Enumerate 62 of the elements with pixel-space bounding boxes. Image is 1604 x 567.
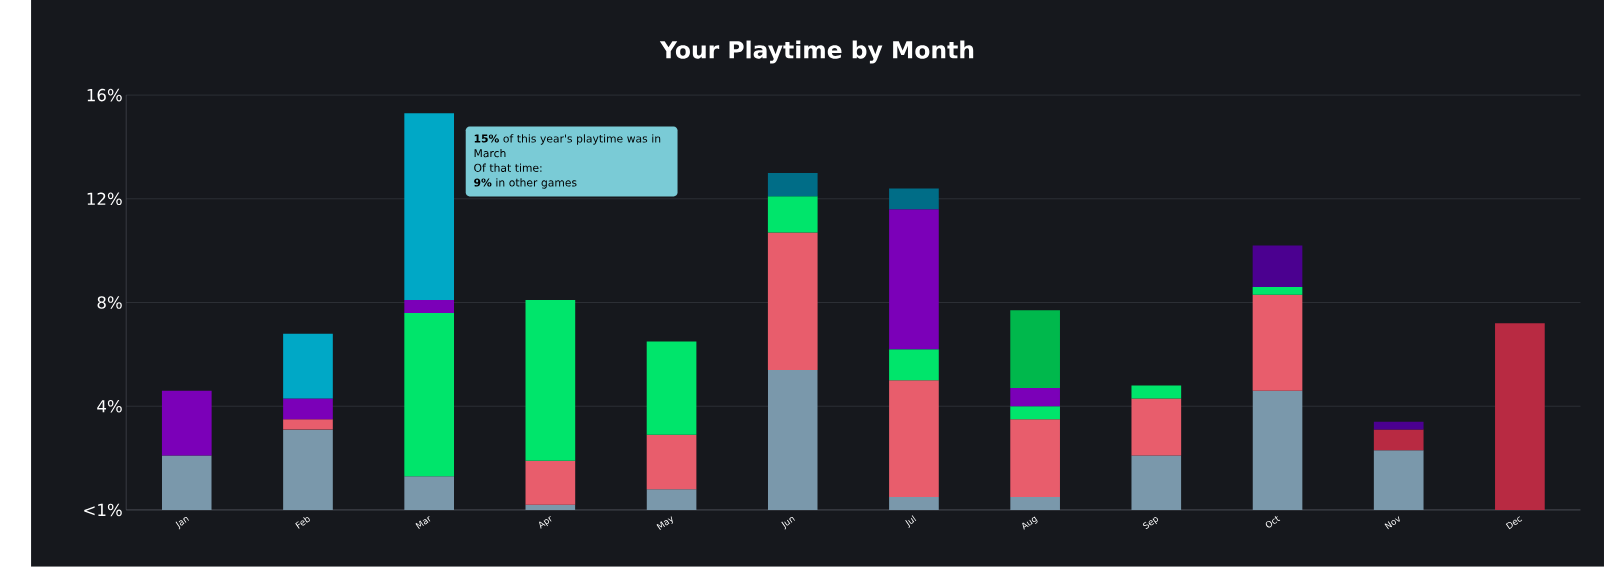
bar — [283, 429, 333, 511]
chart-title: Your Playtime by Month — [659, 40, 974, 64]
bar — [889, 497, 939, 511]
bar — [1373, 429, 1424, 451]
x-tick-label: May — [656, 516, 673, 531]
bar — [646, 341, 697, 435]
y-tick-label: <1% — [84, 503, 122, 517]
bar — [646, 434, 697, 490]
bar — [1252, 294, 1303, 391]
bar — [1373, 421, 1424, 430]
x-tick-label: Mar — [415, 516, 431, 530]
bar — [767, 196, 818, 233]
bar — [646, 489, 697, 511]
y-tick-label: 4% — [97, 400, 122, 413]
bar — [1252, 245, 1303, 288]
x-tick-label: Jul — [905, 515, 917, 529]
x-tick-label: Oct — [1265, 516, 1281, 528]
bar — [283, 419, 333, 430]
bar — [404, 312, 455, 477]
bar — [1010, 406, 1060, 420]
bar — [404, 113, 455, 301]
bar — [1010, 497, 1060, 511]
bar — [1010, 388, 1060, 407]
bar — [1495, 323, 1545, 511]
bar — [889, 380, 939, 498]
bar — [525, 460, 576, 505]
annotation: Of that time: — [474, 163, 542, 172]
x-tick-label: Sep — [1143, 517, 1159, 530]
bar — [525, 504, 576, 511]
bar — [525, 300, 576, 461]
bar — [161, 390, 212, 456]
bar — [889, 188, 939, 210]
x-tick-label: Aug — [1022, 516, 1038, 530]
x-tick-label: Jun — [781, 517, 795, 530]
bar — [161, 455, 212, 511]
bar — [889, 209, 939, 350]
annotation: 15% of this year's playtime was in March — [474, 134, 661, 158]
bar — [1010, 419, 1060, 498]
y-tick-label: 8% — [97, 296, 122, 309]
bar — [767, 370, 818, 511]
bar — [1131, 385, 1182, 399]
bar — [1252, 390, 1303, 511]
x-tick-label: Apr — [539, 516, 552, 529]
bar — [889, 349, 939, 381]
x-tick-label: Nov — [1384, 516, 1400, 530]
bar — [404, 300, 455, 313]
y-tick-label: 16% — [87, 88, 122, 102]
bar — [283, 398, 333, 420]
bar — [1131, 455, 1182, 511]
bar — [404, 476, 455, 511]
x-tick-label: Feb — [295, 517, 310, 529]
y-tick-label: 12% — [87, 192, 122, 206]
bar — [283, 333, 333, 399]
bar — [1010, 310, 1060, 389]
bar — [767, 232, 818, 371]
bar — [1131, 398, 1182, 456]
bar — [1252, 287, 1303, 295]
bar — [1373, 450, 1424, 511]
bar — [767, 172, 818, 197]
annotation: 9% in other games — [474, 178, 577, 189]
x-tick-label: Dec — [1505, 516, 1523, 530]
x-tick-label: Jan — [175, 517, 189, 530]
